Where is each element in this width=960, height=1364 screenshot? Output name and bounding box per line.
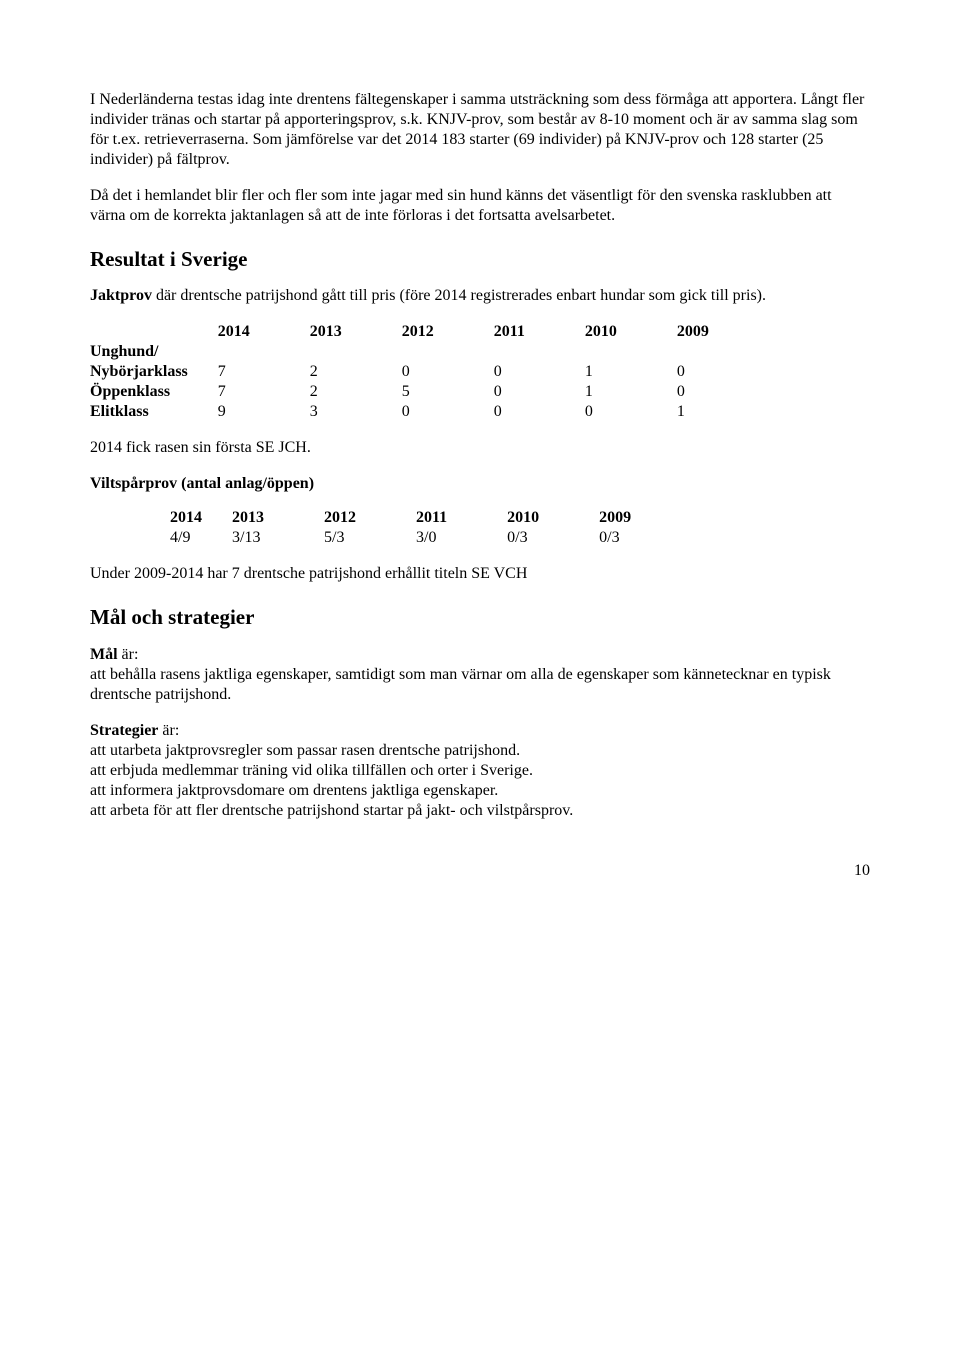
cell: 3 (310, 402, 402, 422)
mal-text: att behålla rasens jaktliga egenskaper, … (90, 666, 831, 703)
row-label: Unghund/ (90, 342, 218, 362)
under-text: Under 2009-2014 har 7 drentsche patrijsh… (90, 564, 870, 584)
cell: 0 (677, 362, 769, 382)
year-header: 2010 (585, 322, 677, 342)
heading-mal: Mål och strategier (90, 604, 870, 630)
cell: 3/13 (232, 528, 324, 548)
table-row: Nybörjarklass 7 2 0 0 1 0 (90, 362, 769, 382)
page-number: 10 (90, 861, 870, 881)
paragraph-1: I Nederländerna testas idag inte drenten… (90, 90, 870, 170)
strat-line: att utarbeta jaktprovsregler som passar … (90, 742, 520, 759)
cell: 0 (402, 362, 494, 382)
table-row: 4/9 3/13 5/3 3/0 0/3 0/3 (170, 528, 691, 548)
row-label: Öppenklass (90, 382, 218, 402)
cell: 4/9 (170, 528, 232, 548)
year-header: 2010 (507, 508, 599, 528)
strategier-block: Strategier är: att utarbeta jaktprovsreg… (90, 721, 870, 821)
strat-rest: är: (158, 722, 179, 739)
sejch-text: 2014 fick rasen sin första SE JCH. (90, 438, 870, 458)
cell: 0 (494, 362, 585, 382)
cell: 0 (494, 402, 585, 422)
cell: 2 (310, 362, 402, 382)
year-header: 2013 (310, 322, 402, 342)
cell: 0 (402, 402, 494, 422)
mal-label: Mål (90, 646, 118, 663)
year-header: 2014 (218, 322, 310, 342)
strat-line: att erbjuda medlemmar träning vid olika … (90, 762, 533, 779)
strat-line: att informera jaktprovsdomare om drenten… (90, 782, 498, 799)
viltspar-table: 2014 2013 2012 2011 2010 2009 4/9 3/13 5… (170, 508, 691, 548)
cell: 5 (402, 382, 494, 402)
table-row: Unghund/ (90, 342, 769, 362)
year-header: 2014 (170, 508, 232, 528)
table-row: 2014 2013 2012 2011 2010 2009 (90, 322, 769, 342)
year-header: 2009 (599, 508, 691, 528)
cell: 7 (218, 362, 310, 382)
cell: 9 (218, 402, 310, 422)
year-header: 2012 (324, 508, 416, 528)
strat-label: Strategier (90, 722, 158, 739)
jaktprov-lead-bold: Jaktprov (90, 287, 152, 304)
table-row: Öppenklass 7 2 5 0 1 0 (90, 382, 769, 402)
cell: 1 (585, 382, 677, 402)
cell: 2 (310, 382, 402, 402)
viltspar-heading: Viltspårprov (antal anlag/öppen) (90, 474, 870, 494)
row-label: Elitklass (90, 402, 218, 422)
jaktprov-table: 2014 2013 2012 2011 2010 2009 Unghund/ N… (90, 322, 769, 422)
cell: 1 (585, 362, 677, 382)
cell: 5/3 (324, 528, 416, 548)
cell: 0/3 (507, 528, 599, 548)
cell: 0 (494, 382, 585, 402)
cell: 1 (677, 402, 769, 422)
year-header: 2011 (494, 322, 585, 342)
strat-line: att arbeta för att fler drentsche patrij… (90, 802, 573, 819)
mal-block: Mål är: att behålla rasens jaktliga egen… (90, 645, 870, 705)
heading-resultat: Resultat i Sverige (90, 246, 870, 272)
cell: 0 (677, 382, 769, 402)
cell: 0/3 (599, 528, 691, 548)
jaktprov-lead-rest: där drentsche patrijshond gått till pris… (152, 287, 766, 304)
cell: 7 (218, 382, 310, 402)
paragraph-2: Då det i hemlandet blir fler och fler so… (90, 186, 870, 226)
table-row: 2014 2013 2012 2011 2010 2009 (170, 508, 691, 528)
cell: 0 (585, 402, 677, 422)
jaktprov-lead: Jaktprov där drentsche patrijshond gått … (90, 286, 870, 306)
year-header: 2012 (402, 322, 494, 342)
year-header: 2009 (677, 322, 769, 342)
year-header: 2011 (416, 508, 507, 528)
cell: 3/0 (416, 528, 507, 548)
table-row: Elitklass 9 3 0 0 0 1 (90, 402, 769, 422)
mal-rest: är: (118, 646, 139, 663)
row-label: Nybörjarklass (90, 362, 218, 382)
year-header: 2013 (232, 508, 324, 528)
